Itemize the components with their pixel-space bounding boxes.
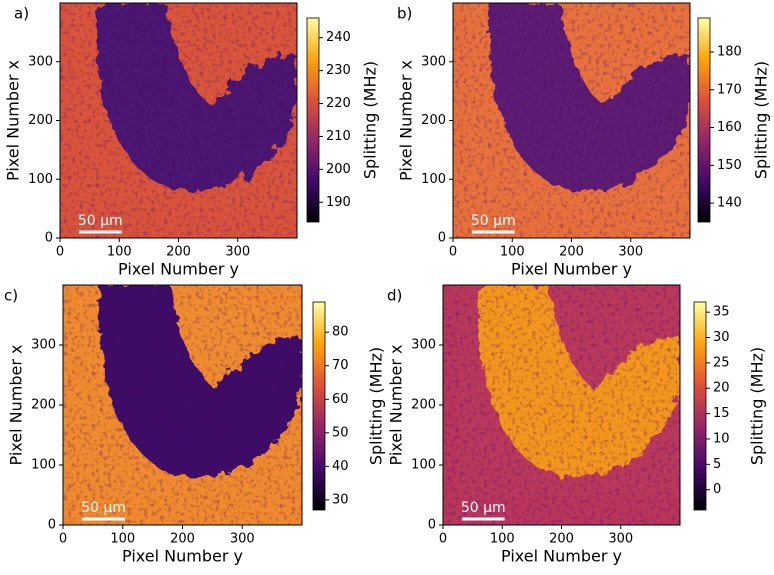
- x-tick-label: 100: [107, 245, 132, 260]
- y-tick-label: 200: [421, 113, 446, 128]
- y-tick-label: 0: [48, 518, 56, 533]
- colorbar-tick-label: 50: [332, 425, 349, 440]
- scale-bar-label: 50 µm: [461, 500, 506, 516]
- scale-bar-label: 50 µm: [471, 213, 516, 229]
- y-tick-label: 300: [421, 54, 446, 69]
- colorbar: [697, 17, 711, 223]
- x-tick-label: 100: [110, 532, 135, 547]
- colorbar-label: Splitting (MHz): [361, 61, 380, 179]
- y-tick-label: 300: [411, 338, 436, 353]
- x-tick-label: 300: [230, 532, 255, 547]
- y-tick-label: 200: [411, 398, 436, 413]
- heatmap-image: [443, 285, 680, 525]
- x-tick-label: 100: [500, 245, 525, 260]
- colorbar-tick-label: 240: [326, 30, 351, 45]
- y-tick-label: 0: [438, 231, 446, 246]
- colorbar-tick-label: 150: [717, 158, 742, 173]
- y-tick-label: 300: [31, 338, 56, 353]
- colorbar-label: Splitting (MHz): [748, 347, 767, 465]
- panel-label: b): [397, 5, 412, 23]
- x-tick-label: 200: [166, 245, 191, 260]
- colorbar: [312, 301, 326, 511]
- colorbar-tick-label: 230: [326, 63, 351, 78]
- colorbar-tick-label: 220: [326, 96, 351, 111]
- colorbar-tick-label: 40: [332, 459, 349, 474]
- x-tick-label: 0: [449, 245, 457, 260]
- y-axis-label: Pixel Number x: [7, 345, 26, 466]
- heatmap-speckle: [63, 285, 302, 525]
- colorbar: [693, 301, 707, 511]
- scale-bar-label: 50 µm: [81, 500, 126, 516]
- x-tick-label: 200: [549, 532, 574, 547]
- colorbar-tick-label: 80: [332, 325, 349, 340]
- colorbar-tick-label: 30: [713, 330, 730, 345]
- x-axis-label: Pixel Number y: [501, 547, 622, 566]
- y-axis-label: Pixel Number x: [4, 60, 23, 181]
- colorbar-tick-label: 160: [717, 120, 742, 135]
- colorbar-tick-label: 0: [713, 482, 721, 497]
- y-axis-label: Pixel Number x: [387, 345, 406, 466]
- y-tick-label: 200: [28, 113, 53, 128]
- colorbar-tick-label: 30: [332, 492, 349, 507]
- colorbar-tick-label: 25: [713, 355, 730, 370]
- x-tick-label: 300: [225, 245, 250, 260]
- colorbar-tick-label: 190: [326, 195, 351, 210]
- heatmap-speckle: [60, 3, 297, 238]
- colorbar-tick-label: 10: [713, 431, 730, 446]
- x-axis-label: Pixel Number y: [122, 547, 243, 566]
- colorbar-tick-label: 20: [713, 381, 730, 396]
- heatmap-speckle: [443, 285, 680, 525]
- x-tick-label: 300: [618, 245, 643, 260]
- y-axis-label: Pixel Number x: [397, 60, 416, 181]
- y-tick-label: 100: [31, 458, 56, 473]
- colorbar-tick-label: 15: [713, 406, 730, 421]
- x-tick-label: 0: [439, 532, 447, 547]
- x-axis-label: Pixel Number y: [511, 260, 632, 279]
- panel-label: d): [387, 287, 402, 305]
- colorbar-tick-label: 180: [717, 45, 742, 60]
- y-tick-label: 100: [28, 172, 53, 187]
- colorbar-label: Splitting (MHz): [752, 61, 771, 179]
- x-tick-label: 200: [170, 532, 195, 547]
- heatmap-image: [60, 3, 297, 238]
- colorbar-tick-label: 70: [332, 358, 349, 373]
- panel-label: a): [14, 5, 29, 23]
- colorbar-tick-label: 170: [717, 82, 742, 97]
- y-tick-label: 200: [31, 398, 56, 413]
- scale-bar-label: 50 µm: [78, 213, 123, 229]
- y-tick-label: 0: [45, 231, 53, 246]
- colorbar-tick-label: 140: [717, 196, 742, 211]
- x-tick-label: 200: [559, 245, 584, 260]
- x-tick-label: 0: [56, 245, 64, 260]
- colorbar-tick-label: 210: [326, 129, 351, 144]
- colorbar-tick-label: 35: [713, 305, 730, 320]
- x-axis-label: Pixel Number y: [118, 260, 239, 279]
- colorbar-tick-label: 5: [713, 457, 721, 472]
- y-tick-label: 300: [28, 54, 53, 69]
- heatmap-image: [63, 285, 302, 525]
- y-tick-label: 0: [428, 518, 436, 533]
- x-tick-label: 0: [59, 532, 67, 547]
- colorbar-tick-label: 60: [332, 392, 349, 407]
- colorbar-label: Splitting (MHz): [367, 347, 386, 465]
- heatmap-speckle: [453, 3, 690, 238]
- x-tick-label: 100: [490, 532, 515, 547]
- panel-label: c): [4, 287, 18, 305]
- colorbar-tick-label: 200: [326, 162, 351, 177]
- heatmap-image: [453, 3, 690, 238]
- x-tick-label: 300: [608, 532, 633, 547]
- y-tick-label: 100: [411, 458, 436, 473]
- y-tick-label: 100: [421, 172, 446, 187]
- colorbar: [306, 17, 320, 223]
